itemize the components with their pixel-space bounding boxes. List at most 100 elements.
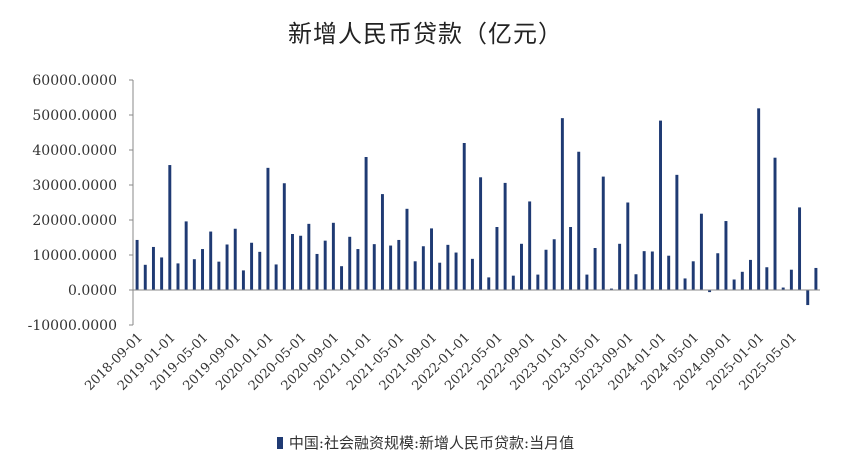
chart-title: 新增人民币贷款（亿元） (288, 20, 563, 48)
bar (683, 278, 687, 290)
bar (364, 157, 368, 290)
bar (585, 274, 589, 290)
bar (495, 227, 499, 290)
bar (192, 259, 196, 290)
legend: 中国:社会融资规模:新增人民币贷款:当月值 (0, 432, 851, 453)
bar (397, 239, 401, 290)
bar (184, 221, 188, 290)
legend-label: 中国:社会融资规模:新增人民币贷款:当月值 (288, 434, 575, 452)
bar (667, 255, 671, 290)
bar (201, 249, 204, 290)
bar (798, 207, 802, 290)
bar (356, 249, 360, 290)
bar (176, 263, 180, 290)
bar (732, 279, 736, 290)
bar (479, 177, 483, 290)
bar (299, 235, 303, 290)
bar (650, 251, 654, 290)
bar (454, 252, 458, 290)
bar (282, 183, 286, 290)
bar (773, 157, 777, 290)
bar (151, 246, 155, 290)
bar (528, 201, 532, 290)
bar (749, 259, 752, 290)
bar (421, 246, 425, 290)
bar (618, 243, 622, 290)
bar (315, 253, 319, 290)
bar (331, 222, 335, 290)
bar (740, 271, 744, 290)
bar (348, 236, 352, 290)
bar (291, 234, 294, 290)
bar (757, 108, 761, 290)
bar (380, 194, 384, 290)
bar (789, 269, 793, 290)
bar (233, 228, 237, 290)
y-tick-label: 10000.0000 (32, 248, 117, 264)
bar (601, 176, 605, 290)
bar (609, 288, 613, 290)
bar (340, 266, 344, 290)
bar (511, 275, 515, 290)
bar (168, 165, 172, 290)
bar (560, 118, 564, 291)
bar (135, 239, 139, 290)
bar (143, 264, 147, 290)
bar (438, 262, 442, 290)
bar (430, 228, 433, 290)
bar (569, 227, 573, 290)
bar (258, 251, 262, 290)
bar (544, 249, 548, 290)
bar (160, 257, 164, 290)
bar (765, 267, 769, 290)
bar-series (135, 108, 818, 306)
bar (642, 251, 646, 290)
bar (217, 261, 221, 290)
bar (372, 244, 376, 290)
bar (389, 245, 393, 290)
bar (487, 277, 491, 290)
bar (241, 270, 245, 290)
bar (552, 239, 556, 290)
bar (323, 240, 327, 290)
bar (209, 231, 213, 290)
bar (405, 208, 409, 290)
bar (699, 213, 703, 290)
y-tick-label: 0.0000 (68, 283, 117, 299)
y-tick-label: 20000.0000 (32, 213, 117, 229)
bar (781, 287, 785, 290)
bar (691, 261, 695, 290)
bar (446, 244, 450, 290)
y-axis-ticks: -10000.0000 0.0000 10000.0000 20000.0000 300… (28, 73, 133, 334)
bar (634, 274, 638, 290)
bar (626, 202, 630, 290)
bar (814, 267, 818, 290)
legend-swatch (276, 437, 283, 449)
bar (593, 248, 597, 290)
bar (470, 258, 474, 290)
bar (413, 261, 417, 290)
y-tick-label: 40000.0000 (32, 143, 117, 159)
bar (577, 151, 581, 290)
bar (503, 182, 507, 290)
y-tick-label: 60000.0000 (32, 73, 117, 89)
bar (716, 253, 720, 290)
bar (274, 264, 278, 290)
bar (250, 242, 254, 290)
y-tick-label: 50000.0000 (32, 108, 117, 124)
bar (708, 290, 712, 293)
bar (675, 174, 679, 290)
bar (806, 290, 810, 306)
bar (536, 274, 540, 290)
y-tick-label: -10000.0000 (28, 318, 117, 334)
bar (307, 223, 311, 290)
x-axis-ticks: 2018-09-012019-01-012019-05-012019-09-01… (82, 330, 800, 394)
bar (462, 143, 466, 290)
bar (225, 244, 229, 290)
bar (724, 221, 728, 290)
bar (659, 120, 662, 290)
y-tick-label: 30000.0000 (32, 178, 117, 194)
bar (520, 243, 523, 290)
bar (266, 167, 270, 290)
